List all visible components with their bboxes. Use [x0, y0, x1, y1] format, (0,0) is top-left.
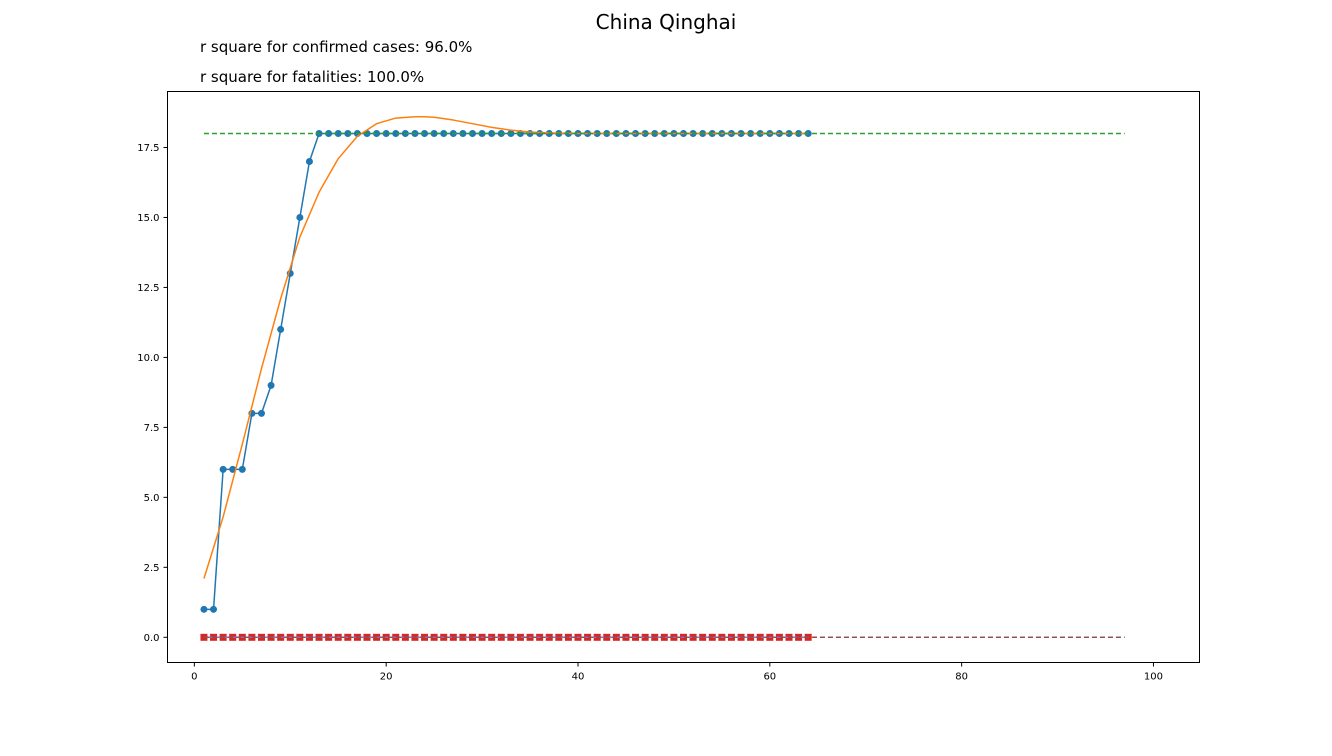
- x-tick-label: 60: [763, 672, 776, 683]
- y-tick-label: 10.0: [137, 353, 159, 364]
- data-point-square: [200, 633, 208, 641]
- y-tick-label: 7.5: [144, 423, 160, 434]
- y-tick-label: 0.0: [144, 633, 160, 644]
- data-point: [267, 381, 275, 389]
- data-point: [488, 129, 496, 137]
- data-point: [277, 325, 285, 333]
- data-point: [478, 129, 486, 137]
- x-tick-label: 20: [380, 672, 393, 683]
- x-tick-label: 40: [572, 672, 585, 683]
- axis-ticks: 0 20 40 60 80 100 0.0 2.5 5.0 7.5 10.0 12.5 15.0 17.5: [137, 143, 1163, 683]
- data-point: [440, 129, 448, 137]
- y-tick-label: 15.0: [137, 213, 159, 224]
- r-square-confirmed-text: r square for confirmed cases: 96.0%: [200, 38, 473, 56]
- data-point: [200, 605, 208, 613]
- data-point: [382, 129, 390, 137]
- data-point: [392, 129, 400, 137]
- x-tick-label: 100: [1144, 672, 1163, 683]
- plot-area-frame: [167, 91, 1200, 663]
- data-point: [344, 129, 352, 137]
- data-point: [238, 465, 246, 473]
- x-tick-label: 0: [191, 672, 197, 683]
- data-point: [334, 129, 342, 137]
- data-point: [430, 129, 438, 137]
- y-tick-label: 17.5: [137, 143, 159, 154]
- series-layer: [200, 115, 1125, 641]
- data-point: [257, 409, 265, 417]
- y-tick-label: 5.0: [144, 493, 160, 504]
- y-tick-label: 2.5: [144, 563, 160, 574]
- series-line-1: [203, 115, 809, 579]
- data-point: [219, 465, 227, 473]
- x-tick-label: 80: [955, 672, 968, 683]
- r-square-fatalities-text: r square for fatalities: 100.0%: [200, 68, 425, 86]
- data-point: [305, 157, 313, 165]
- data-point: [296, 213, 304, 221]
- y-tick-label: 12.5: [137, 283, 159, 294]
- chart-title: China Qinghai: [595, 10, 737, 34]
- data-point: [210, 605, 218, 613]
- series-line-0: [203, 132, 809, 611]
